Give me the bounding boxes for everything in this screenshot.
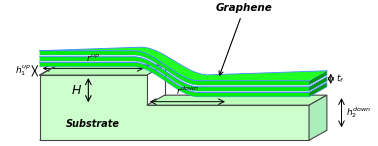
Polygon shape [309,77,327,91]
Polygon shape [309,95,327,140]
Polygon shape [40,65,164,75]
Text: $r^{down}$: $r^{down}$ [176,85,199,97]
Text: $H$: $H$ [71,84,82,97]
Polygon shape [40,62,309,97]
Polygon shape [40,75,309,140]
Text: $h_2^{down}$: $h_2^{down}$ [346,105,371,120]
Text: Substrate: Substrate [66,119,119,129]
Text: $r^{up}$: $r^{up}$ [86,52,100,63]
Polygon shape [147,95,327,105]
Polygon shape [40,51,309,85]
Polygon shape [309,82,327,97]
Polygon shape [40,57,309,91]
Polygon shape [309,71,327,85]
Text: $t_f$: $t_f$ [336,73,344,85]
Text: $h_1^{up}$: $h_1^{up}$ [15,64,31,78]
Polygon shape [40,47,327,81]
Text: Graphene: Graphene [216,3,273,75]
